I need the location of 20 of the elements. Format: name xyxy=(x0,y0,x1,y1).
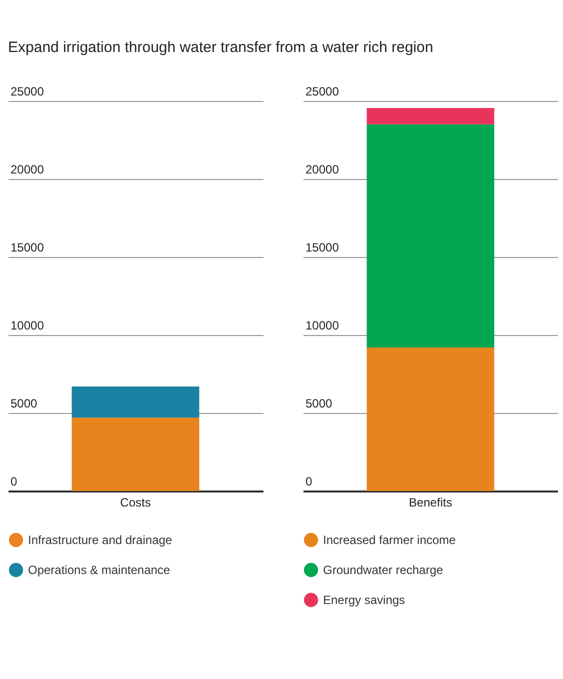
x-tick-label: Costs xyxy=(120,496,151,510)
legend-label: Increased farmer income xyxy=(323,533,456,547)
y-tick-label: 25000 xyxy=(306,84,340,98)
y-tick-label: 0 xyxy=(10,474,18,488)
y-tick-label: 20000 xyxy=(10,162,44,176)
legend-label: Infrastructure and drainage xyxy=(28,533,172,547)
y-tick-label: 10000 xyxy=(10,318,44,332)
y-tick-label: 15000 xyxy=(306,240,340,254)
chart-title: Expand irrigation through water transfer from a water rich region xyxy=(8,39,434,56)
y-tick-label: 5000 xyxy=(10,396,38,410)
y-tick-label: 10000 xyxy=(306,318,340,332)
y-tick-label: 25000 xyxy=(10,84,44,98)
y-tick-label: 20000 xyxy=(306,162,340,176)
y-tick-label: 15000 xyxy=(10,240,44,254)
y-tick-label: 5000 xyxy=(306,396,333,410)
y-tick-label: 0 xyxy=(306,474,312,488)
x-tick-label: Benefits xyxy=(408,496,452,510)
legend-label: Energy savings xyxy=(323,593,406,607)
legend-label: Operations & maintenance xyxy=(28,563,170,577)
legend-label: Groundwater recharge xyxy=(323,563,444,577)
